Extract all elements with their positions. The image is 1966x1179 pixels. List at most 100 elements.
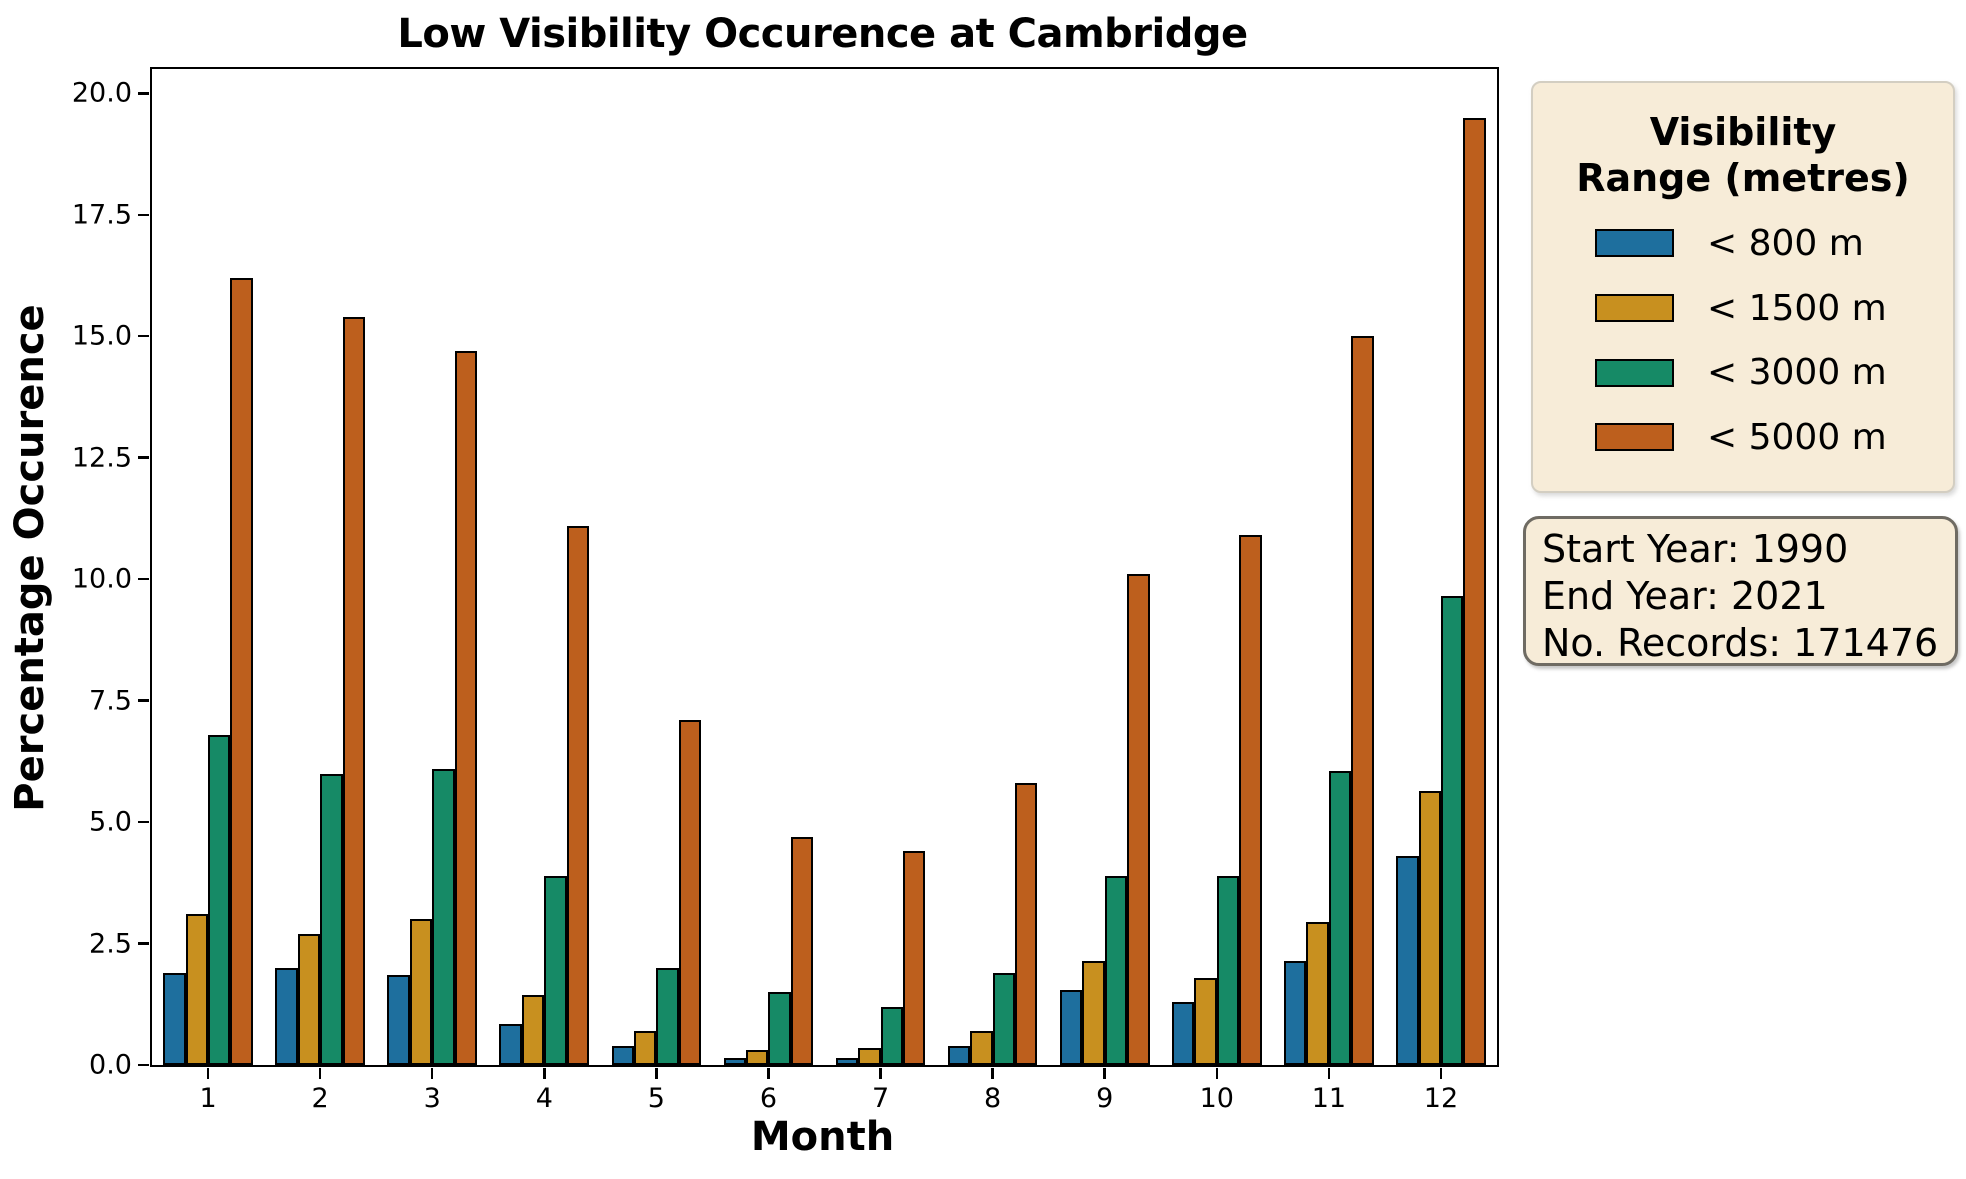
info-line-end-year: End Year: 2021 — [1542, 574, 1828, 618]
bar-m1-800m — [163, 972, 186, 1065]
bar-m10-800m — [1171, 1001, 1195, 1065]
x-tick-mark — [430, 1067, 434, 1079]
bar-group-month-1 — [163, 69, 253, 1065]
legend-item: < 800 m — [1533, 211, 1953, 276]
bar-m11-5000m — [1351, 336, 1374, 1065]
bar-m6-5000m — [790, 836, 814, 1065]
y-tick-label: 7.5 — [89, 685, 132, 717]
bar-m3-3000m — [432, 768, 455, 1065]
legend-title-line1: Visibility — [1649, 110, 1837, 154]
y-tick-mark — [138, 820, 149, 824]
bar-m2-5000m — [342, 316, 365, 1065]
bar-m4-1500m — [521, 994, 545, 1065]
bar-m12-1500m — [1418, 790, 1441, 1065]
bar-m7-3000m — [880, 1006, 903, 1065]
bar-m5-3000m — [656, 967, 679, 1065]
bar-group-month-12 — [1396, 69, 1486, 1065]
legend-item-label: < 800 m — [1707, 222, 1864, 264]
x-tick-mark — [767, 1067, 770, 1079]
y-tick-mark — [138, 1063, 149, 1067]
bar-m10-3000m — [1216, 875, 1240, 1065]
x-tick-mark — [655, 1067, 658, 1079]
x-tick-label-month-7: 7 — [871, 1083, 890, 1114]
x-tick-mark — [1103, 1067, 1106, 1079]
legend-items: < 800 m < 1500 m < 3000 m < 5000 m — [1533, 211, 1953, 470]
x-tick-mark — [991, 1067, 994, 1079]
bar-m2-800m — [275, 967, 298, 1065]
legend-item: < 3000 m — [1533, 340, 1953, 405]
bar-group-month-10 — [1171, 69, 1262, 1065]
bar-m12-800m — [1396, 856, 1419, 1065]
bar-group-month-7 — [835, 69, 926, 1065]
legend-swatch — [1595, 294, 1674, 323]
y-tick-label: 2.5 — [89, 928, 132, 960]
x-tick-label-month-1: 1 — [199, 1083, 217, 1114]
bar-m2-1500m — [297, 933, 321, 1065]
y-tick-label: 17.5 — [71, 199, 132, 231]
y-tick-mark — [138, 213, 149, 216]
x-axis-label: Month — [750, 1114, 895, 1160]
legend-swatch — [1595, 229, 1674, 258]
y-tick-label: 0.0 — [89, 1049, 132, 1081]
x-tick-label-month-6: 6 — [759, 1083, 778, 1114]
bar-m5-800m — [611, 1045, 634, 1065]
bar-m8-800m — [947, 1045, 971, 1065]
bar-m9-1500m — [1082, 960, 1105, 1065]
y-tick-label: 12.5 — [71, 442, 132, 474]
bar-m11-1500m — [1306, 921, 1329, 1065]
legend-title-line2: Range (metres) — [1576, 156, 1910, 200]
y-tick-mark — [138, 699, 149, 702]
bar-m6-800m — [723, 1057, 747, 1065]
bar-m3-1500m — [409, 919, 433, 1065]
x-tick-label-month-3: 3 — [423, 1083, 441, 1114]
bar-m8-1500m — [970, 1031, 993, 1065]
y-tick-label: 5.0 — [89, 806, 132, 838]
bar-m9-3000m — [1104, 875, 1128, 1065]
bar-m5-5000m — [678, 720, 702, 1065]
bar-m3-800m — [387, 975, 410, 1065]
y-tick-mark — [138, 942, 149, 945]
y-tick-label: 20.0 — [71, 77, 132, 109]
x-tick-label-month-10: 10 — [1199, 1083, 1234, 1114]
bar-m5-1500m — [633, 1031, 657, 1065]
bar-m4-5000m — [566, 525, 590, 1065]
bar-m1-3000m — [208, 734, 231, 1065]
x-tick-mark — [1439, 1067, 1443, 1079]
bar-group-month-3 — [387, 69, 478, 1065]
bar-m1-1500m — [185, 914, 209, 1065]
bar-m4-800m — [499, 1023, 522, 1065]
bar-m3-5000m — [454, 350, 478, 1065]
legend-item: < 5000 m — [1533, 405, 1953, 470]
bar-group-month-2 — [275, 69, 365, 1065]
info-box: Start Year: 1990 End Year: 2021 No. Reco… — [1523, 516, 1958, 666]
y-axis-label: Percentage Occurence — [7, 304, 53, 812]
bar-m7-1500m — [858, 1048, 881, 1065]
x-tick-mark — [1215, 1067, 1219, 1079]
x-tick-label-month-2: 2 — [311, 1083, 329, 1114]
legend-swatch — [1595, 423, 1674, 452]
plot-area: 0.0 2.5 5.0 7.5 10.0 12.5 15.0 17.5 20.0 1 2 3 4 5 6 7 8… — [72, 67, 1499, 1114]
bar-m11-3000m — [1328, 771, 1352, 1065]
bar-m12-5000m — [1463, 117, 1486, 1065]
info-line-records: No. Records: 171476 — [1542, 621, 1939, 665]
x-tick-label-month-9: 9 — [1096, 1083, 1114, 1114]
info-line-start-year: Start Year: 1990 — [1542, 527, 1849, 571]
y-tick-mark — [138, 92, 149, 95]
bar-m7-800m — [835, 1057, 859, 1065]
bar-m8-3000m — [992, 972, 1016, 1065]
legend-item: < 1500 m — [1533, 276, 1953, 341]
bar-group-month-8 — [947, 69, 1038, 1065]
bar-m8-5000m — [1015, 783, 1038, 1065]
bar-group-month-11 — [1284, 69, 1374, 1065]
y-tick-mark — [138, 577, 149, 581]
bar-m6-3000m — [768, 992, 791, 1065]
x-tick-mark — [543, 1067, 546, 1079]
bar-m10-1500m — [1194, 977, 1217, 1065]
x-tick-label-month-5: 5 — [647, 1083, 665, 1114]
bar-m9-5000m — [1127, 574, 1150, 1065]
bar-m7-5000m — [902, 851, 926, 1065]
bar-m4-3000m — [544, 875, 567, 1065]
legend-box: Visibility Range (metres) < 800 m < 1500 … — [1531, 81, 1955, 493]
y-tick-mark — [138, 334, 149, 338]
